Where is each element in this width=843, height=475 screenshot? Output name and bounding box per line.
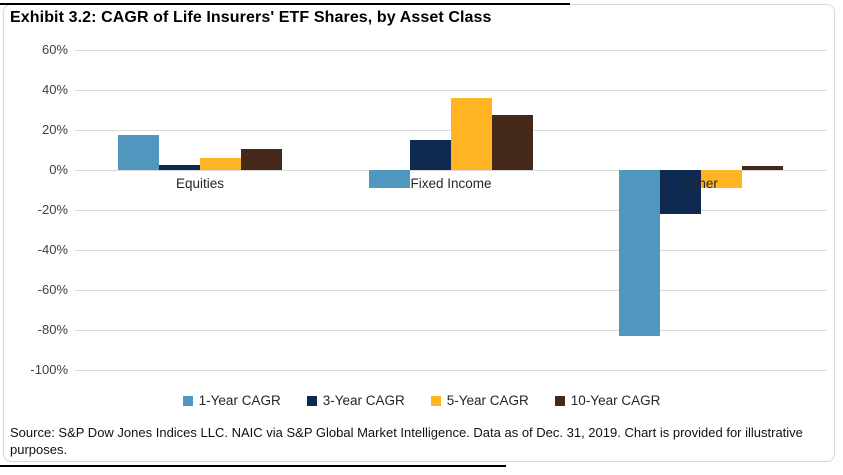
y-tick-label: -40% — [37, 242, 68, 257]
chart-title: Exhibit 3.2: CAGR of Life Insurers' ETF … — [10, 9, 492, 26]
y-tick-label: 0% — [49, 162, 68, 177]
bar-equities-10-year-cagr — [241, 149, 282, 170]
legend-label: 5-Year CAGR — [446, 393, 529, 408]
bar-fixed-income-5-year-cagr — [451, 98, 492, 170]
source-note: Source: S&P Dow Jones Indices LLC. NAIC … — [10, 425, 803, 457]
bar-other-1-year-cagr — [619, 170, 660, 336]
y-tick-label: 60% — [41, 42, 68, 57]
x-axis-category-label-other: Other — [684, 176, 718, 191]
top-rule — [0, 3, 570, 5]
gridline--20 — [75, 210, 827, 211]
gridline--60 — [75, 290, 827, 291]
bar-other-10-year-cagr — [742, 166, 783, 170]
legend-swatch-5-year-cagr — [430, 395, 441, 406]
gridline-0 — [75, 170, 827, 171]
gridline-40 — [75, 90, 827, 91]
x-axis-category-label-equities: Equities — [175, 176, 225, 191]
bar-equities-3-year-cagr — [159, 165, 200, 170]
bar-equities-1-year-cagr — [118, 135, 159, 170]
bar-fixed-income-1-year-cagr — [369, 170, 410, 188]
gridline--40 — [75, 250, 827, 251]
legend-item-1-year-cagr: 1-Year CAGR — [182, 393, 281, 408]
legend-swatch-1-year-cagr — [182, 395, 193, 406]
bar-other-3-year-cagr — [660, 170, 701, 214]
exhibit-card — [3, 4, 835, 462]
legend-swatch-10-year-cagr — [554, 395, 565, 406]
gridline-60 — [75, 50, 827, 51]
bar-other-5-year-cagr — [701, 170, 742, 188]
y-tick-label: -20% — [37, 202, 68, 217]
legend-label: 10-Year CAGR — [570, 393, 661, 408]
y-tick-label: -100% — [30, 362, 68, 377]
bar-equities-5-year-cagr — [200, 158, 241, 170]
legend-item-10-year-cagr: 10-Year CAGR — [554, 393, 661, 408]
bar-fixed-income-10-year-cagr — [492, 115, 533, 170]
y-tick-label: 20% — [41, 122, 68, 137]
gridline--100 — [75, 370, 827, 371]
x-axis-category-label-fixed-income: Fixed Income — [410, 176, 492, 191]
bar-fixed-income-3-year-cagr — [410, 140, 451, 170]
legend-swatch-3-year-cagr — [306, 395, 317, 406]
legend-item-3-year-cagr: 3-Year CAGR — [306, 393, 405, 408]
bottom-rule — [0, 465, 506, 467]
y-tick-label: 40% — [41, 82, 68, 97]
legend-label: 3-Year CAGR — [322, 393, 405, 408]
y-tick-label: -80% — [37, 322, 68, 337]
y-tick-label: -60% — [37, 282, 68, 297]
legend-label: 1-Year CAGR — [198, 393, 281, 408]
gridline--80 — [75, 330, 827, 331]
legend-item-5-year-cagr: 5-Year CAGR — [430, 393, 529, 408]
chart-legend: 1-Year CAGR 3-Year CAGR 5-Year CAGR 10-Year… — [0, 393, 843, 408]
